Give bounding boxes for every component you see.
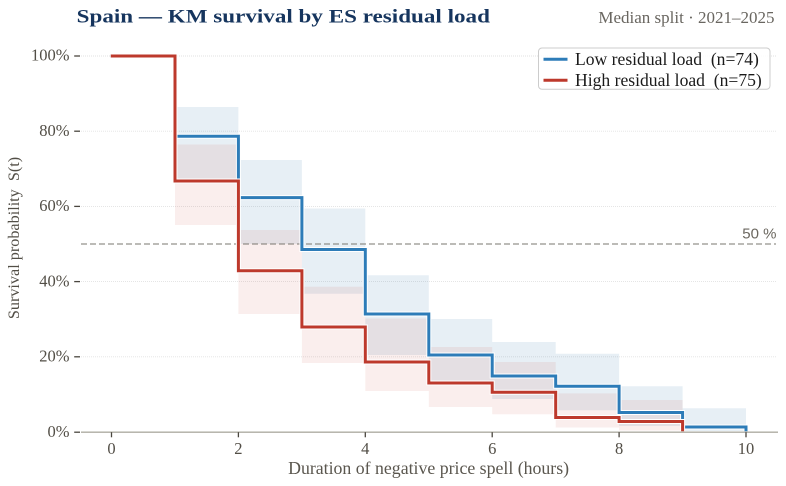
svg-text:4: 4 [361, 439, 369, 458]
svg-text:High residual load (n=75): High residual load (n=75) [575, 70, 762, 90]
svg-text:80%: 80% [39, 121, 70, 140]
svg-text:8: 8 [615, 439, 623, 458]
svg-text:40%: 40% [39, 271, 70, 290]
svg-text:100%: 100% [31, 46, 70, 65]
svg-text:50 %: 50 % [742, 226, 776, 243]
svg-text:Low residual load (n=74): Low residual load (n=74) [575, 49, 759, 69]
svg-text:6: 6 [488, 439, 496, 458]
svg-text:Duration of negative price spe: Duration of negative price spell (hours) [288, 458, 569, 479]
svg-text:0: 0 [107, 439, 115, 458]
svg-text:10: 10 [738, 439, 755, 458]
svg-text:60%: 60% [39, 196, 70, 215]
svg-text:20%: 20% [39, 347, 70, 366]
svg-text:Survival probability S(t): Survival probability S(t) [5, 157, 23, 319]
svg-text:Spain — KM survival by ES resi: Spain — KM survival by ES residual load [77, 5, 490, 27]
svg-text:Median split · 2021–2025: Median split · 2021–2025 [598, 8, 774, 27]
svg-text:2: 2 [234, 439, 242, 458]
svg-text:0%: 0% [48, 422, 70, 441]
